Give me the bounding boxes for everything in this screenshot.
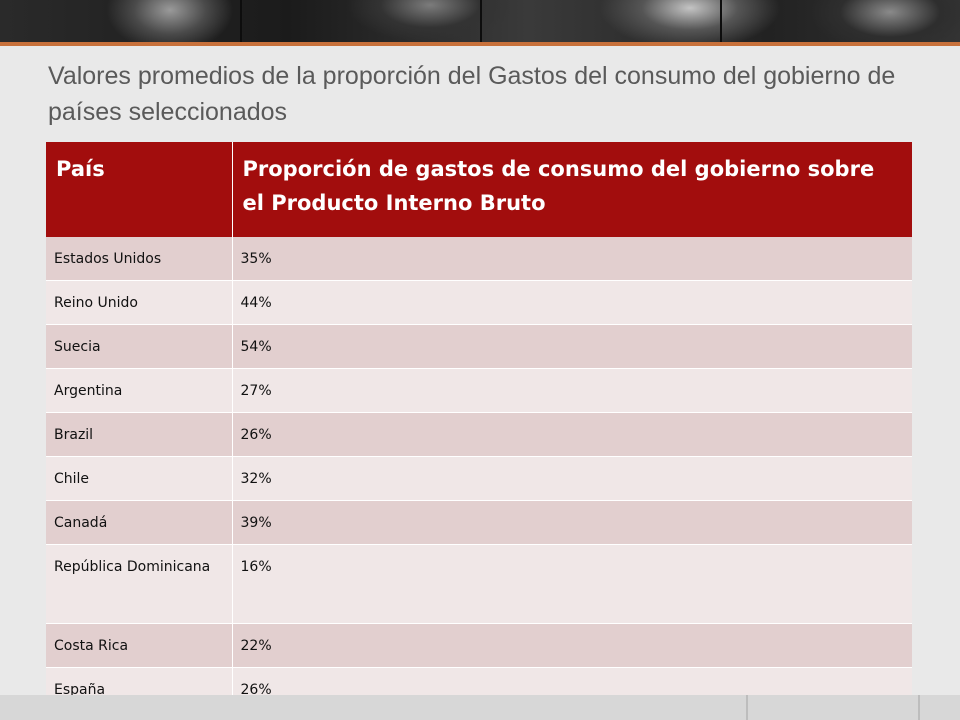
table-row: Brazil 26% bbox=[46, 412, 912, 457]
share-cell: 44% bbox=[232, 280, 912, 325]
share-cell: 26% bbox=[232, 412, 912, 457]
table-row: Estados Unidos 35% bbox=[46, 237, 912, 281]
banner-divider bbox=[480, 0, 482, 42]
table-row: República Dominicana 16% bbox=[46, 544, 912, 624]
share-cell: 54% bbox=[232, 324, 912, 369]
table-row: Canadá 39% bbox=[46, 500, 912, 545]
country-cell: Argentina bbox=[46, 368, 233, 413]
share-cell: 35% bbox=[232, 237, 912, 281]
share-cell: 39% bbox=[232, 500, 912, 545]
data-table: País Proporción de gastos de consumo del… bbox=[46, 142, 912, 712]
country-cell: Chile bbox=[46, 456, 233, 501]
table-row: Suecia 54% bbox=[46, 324, 912, 369]
banner-divider bbox=[720, 0, 722, 42]
accent-line bbox=[0, 42, 960, 46]
column-header-share: Proporción de gastos de consumo del gobi… bbox=[232, 142, 912, 237]
country-cell: República Dominicana bbox=[46, 544, 233, 624]
header-banner-image bbox=[0, 0, 960, 42]
table-row: Chile 32% bbox=[46, 456, 912, 501]
share-cell: 16% bbox=[232, 544, 912, 624]
slide-title: Valores promedios de la proporción del G… bbox=[48, 62, 896, 126]
table-header-row: País Proporción de gastos de consumo del… bbox=[46, 142, 912, 237]
footer-divider bbox=[746, 695, 748, 720]
country-cell: Estados Unidos bbox=[46, 237, 233, 281]
footer-bar bbox=[0, 695, 960, 720]
footer-divider bbox=[918, 695, 920, 720]
share-cell: 32% bbox=[232, 456, 912, 501]
share-cell: 27% bbox=[232, 368, 912, 413]
table-row: Reino Unido 44% bbox=[46, 280, 912, 325]
country-cell: Canadá bbox=[46, 500, 233, 545]
country-cell: Reino Unido bbox=[46, 280, 233, 325]
country-cell: Suecia bbox=[46, 324, 233, 369]
column-header-country: País bbox=[46, 142, 233, 237]
banner-divider bbox=[240, 0, 242, 42]
share-cell: 22% bbox=[232, 623, 912, 668]
table-row: Costa Rica 22% bbox=[46, 623, 912, 668]
country-cell: Brazil bbox=[46, 412, 233, 457]
country-cell: Costa Rica bbox=[46, 623, 233, 668]
table-row: Argentina 27% bbox=[46, 368, 912, 413]
